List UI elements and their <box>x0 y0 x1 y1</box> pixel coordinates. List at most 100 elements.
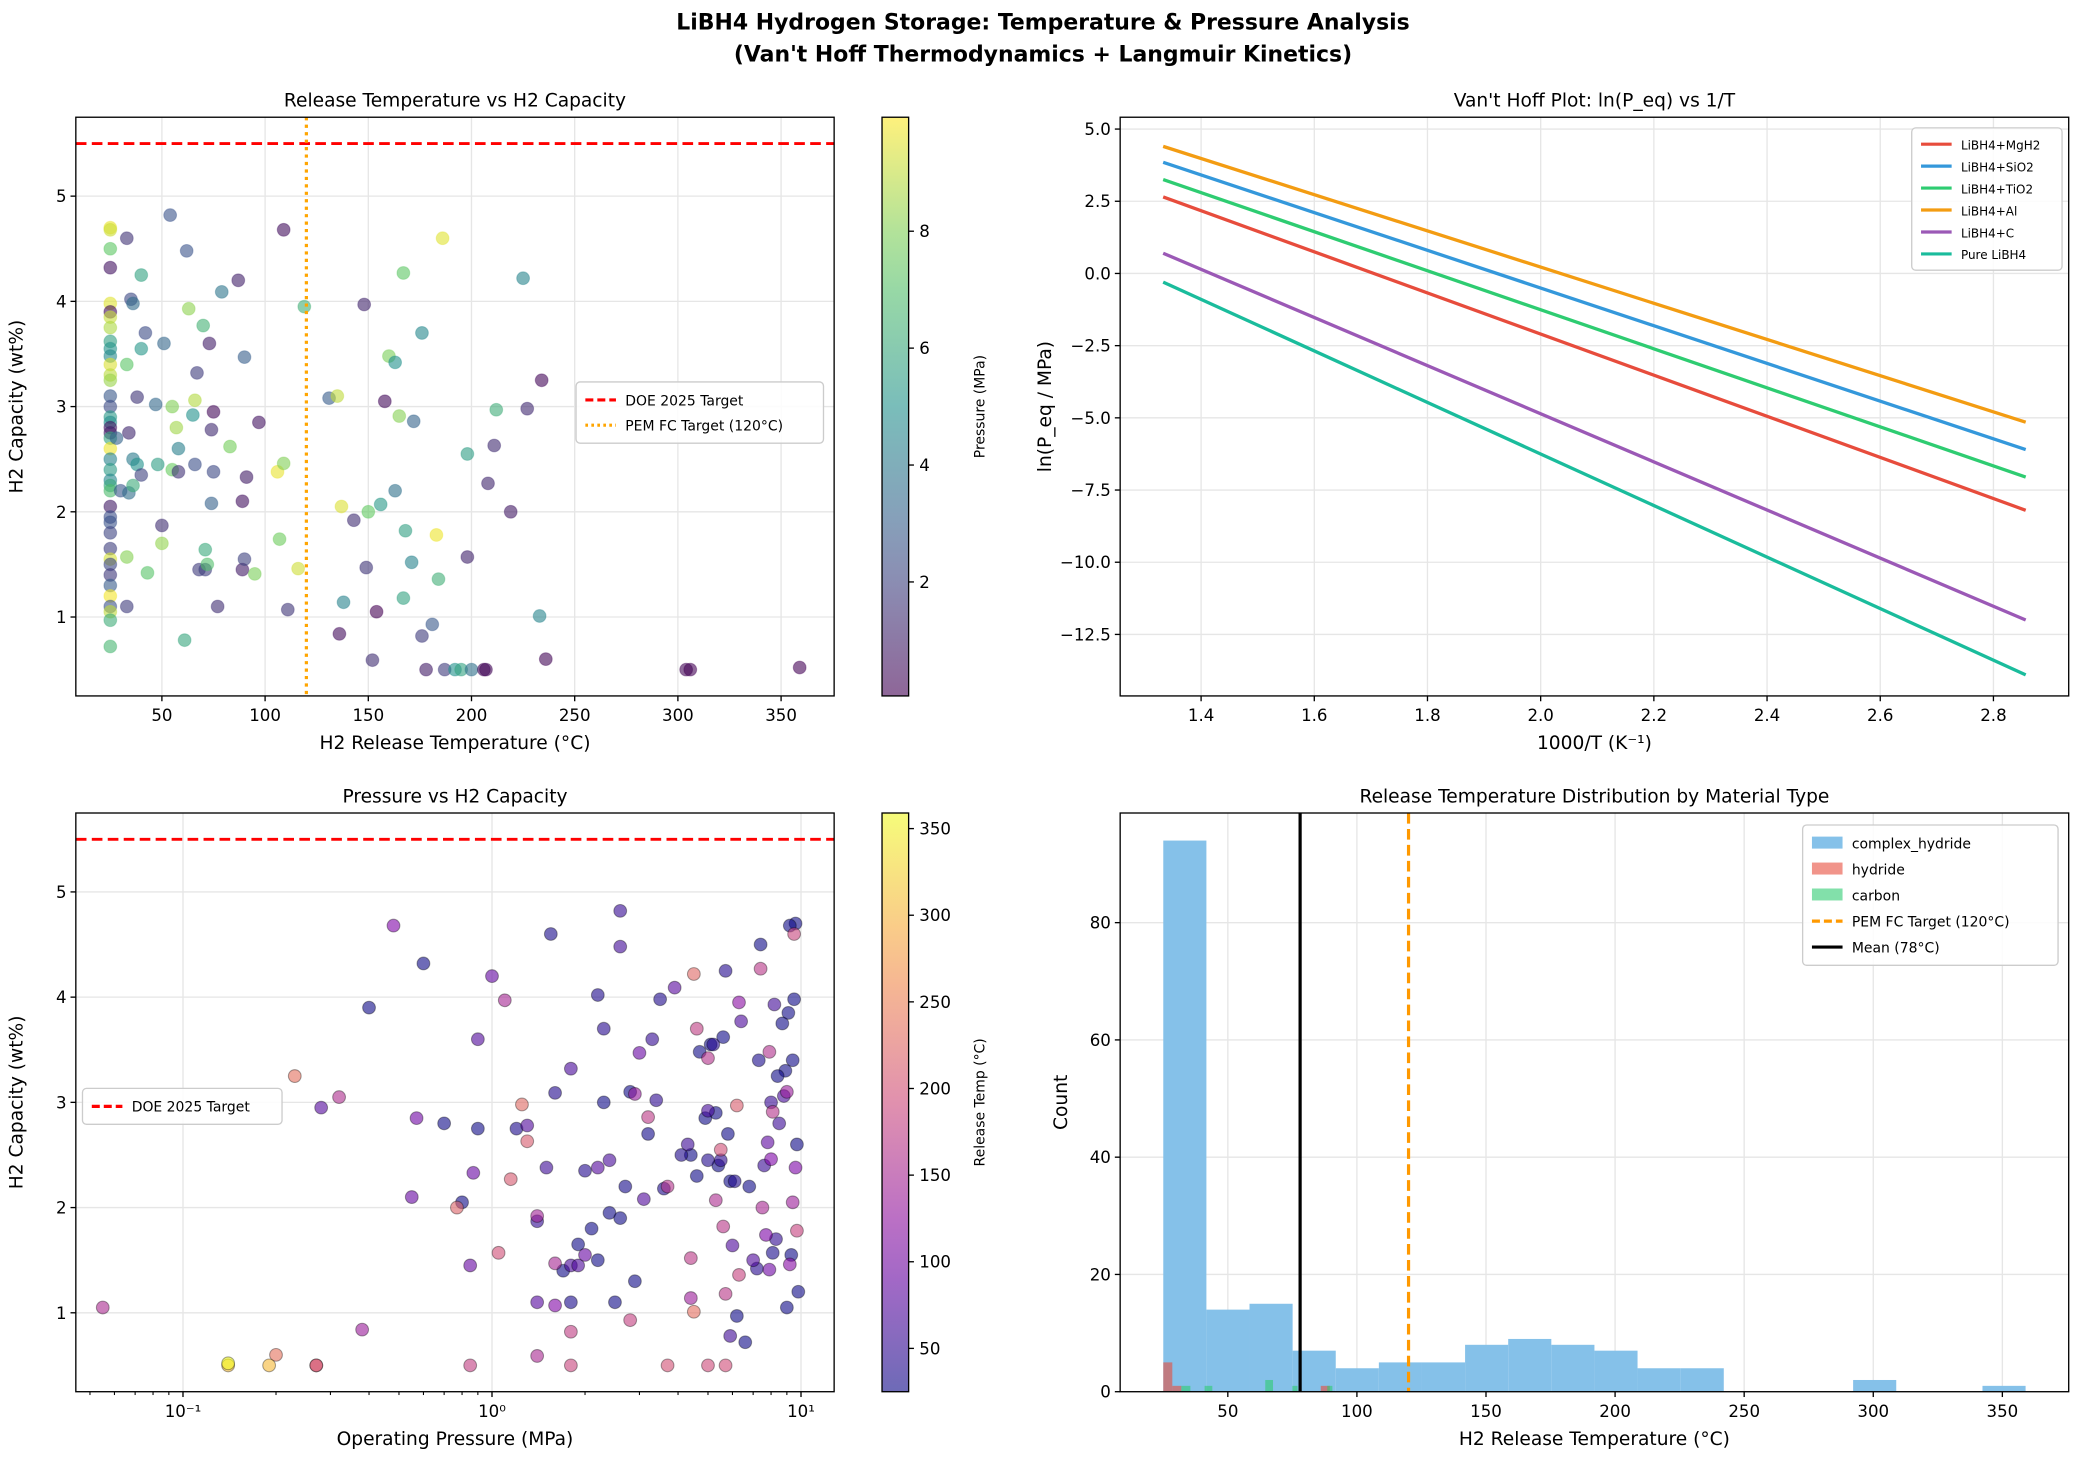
data-point <box>221 1356 236 1371</box>
data-point <box>718 963 733 978</box>
legend-box <box>81 1087 283 1125</box>
histogram-bar <box>1508 1338 1552 1392</box>
colorbar-tick-label: 250 <box>919 993 951 1012</box>
histogram-bar <box>1421 1362 1466 1392</box>
legend-label: PEM FC Target (120°C) <box>1852 914 2010 930</box>
data-point <box>377 394 392 409</box>
data-point <box>470 1032 485 1047</box>
data-point <box>772 1116 787 1131</box>
legend-label: Mean (78°C) <box>1852 940 1940 956</box>
data-point <box>683 1251 698 1265</box>
x-tick-label: 10⁻¹ <box>165 1402 202 1421</box>
data-point <box>276 222 291 237</box>
data-point <box>373 497 388 512</box>
histogram-bar <box>1163 1362 1173 1392</box>
data-point <box>686 967 701 981</box>
data-point <box>742 1179 757 1194</box>
y-tick-label: 5 <box>56 883 67 902</box>
data-point <box>683 1291 698 1305</box>
colorbar-tick-label: 4 <box>919 456 930 475</box>
data-point <box>237 350 252 365</box>
x-tick-label: 1.4 <box>1188 706 1214 725</box>
subplot-title: Release Temperature vs H2 Capacity <box>284 91 626 112</box>
data-point <box>369 604 384 619</box>
series-line <box>1162 280 2027 677</box>
data-point <box>237 552 252 567</box>
data-point <box>359 560 374 575</box>
data-point <box>530 1209 545 1223</box>
data-point <box>563 1061 578 1076</box>
histogram-bar <box>1181 1385 1191 1392</box>
histogram-bar <box>1680 1368 1724 1392</box>
data-point <box>206 464 221 479</box>
data-point <box>516 271 531 286</box>
legend-box <box>1911 127 2063 271</box>
x-tick-label: 1.6 <box>1301 706 1327 725</box>
data-point <box>602 1153 617 1168</box>
data-point <box>190 365 204 380</box>
y-tick-label: −10.0 <box>1060 553 1111 572</box>
histogram-bar <box>1982 1385 2026 1392</box>
data-point <box>463 1258 478 1273</box>
data-point <box>627 1274 642 1289</box>
legend-box <box>575 381 825 444</box>
x-tick-label: 2.6 <box>1867 706 1893 725</box>
y-tick-label: −5.0 <box>1071 409 1111 428</box>
data-point <box>330 389 345 403</box>
data-point <box>618 1179 633 1194</box>
data-point <box>163 208 178 222</box>
data-point <box>755 1200 770 1215</box>
data-point <box>660 1358 675 1373</box>
data-point <box>701 1358 715 1373</box>
series-line <box>1162 144 2027 424</box>
data-point <box>515 1097 529 1112</box>
histogram-bar <box>1320 1385 1330 1392</box>
data-point <box>126 296 140 311</box>
data-point <box>435 231 450 246</box>
data-point <box>762 1262 777 1277</box>
data-point <box>543 927 558 941</box>
colorbar-tick-label: 100 <box>919 1253 951 1272</box>
data-point <box>759 1228 773 1242</box>
y-tick-label: 60 <box>1090 1031 1111 1050</box>
data-point <box>785 1195 800 1210</box>
data-point <box>171 441 186 456</box>
legend-label: LiBH4+C <box>1961 226 2014 240</box>
data-point <box>291 561 306 576</box>
data-point <box>239 470 254 484</box>
data-point <box>185 408 200 422</box>
data-point <box>613 939 628 954</box>
data-point <box>689 1169 704 1183</box>
colorbar <box>881 812 910 1393</box>
y-tick-label: −2.5 <box>1071 337 1111 356</box>
data-point <box>398 523 413 538</box>
y-tick-label: 20 <box>1090 1265 1111 1284</box>
data-point <box>429 528 444 542</box>
histogram-bar <box>1465 1344 1509 1392</box>
data-point <box>767 997 782 1012</box>
data-point <box>520 1118 535 1133</box>
data-point <box>119 550 134 564</box>
data-point <box>788 1160 803 1175</box>
data-point <box>103 241 118 256</box>
data-point <box>781 1006 796 1020</box>
data-point <box>760 1135 775 1150</box>
histogram-bar <box>1172 1385 1182 1392</box>
data-point <box>791 1284 806 1299</box>
data-point <box>563 1295 578 1310</box>
histogram-bar <box>1637 1368 1681 1392</box>
data-point <box>563 1324 578 1339</box>
data-point <box>689 1021 704 1036</box>
y-tick-label: 80 <box>1090 914 1111 933</box>
data-point <box>539 1160 554 1175</box>
data-point <box>392 409 407 423</box>
legend: LiBH4+MgH2 LiBH4+SiO2 LiBH4+TiO2 LiBH4+Al Li… <box>1911 127 2063 271</box>
data-point <box>415 629 429 643</box>
legend-label: complex_hydride <box>1852 837 1971 853</box>
y-tick-label: 0.0 <box>1084 264 1110 283</box>
subplot-title: Pressure vs H2 Capacity <box>342 786 567 807</box>
data-point <box>314 1100 329 1115</box>
x-tick-label: 150 <box>352 706 384 725</box>
data-point <box>138 326 153 340</box>
x-tick-label: 2.8 <box>1980 706 2006 725</box>
